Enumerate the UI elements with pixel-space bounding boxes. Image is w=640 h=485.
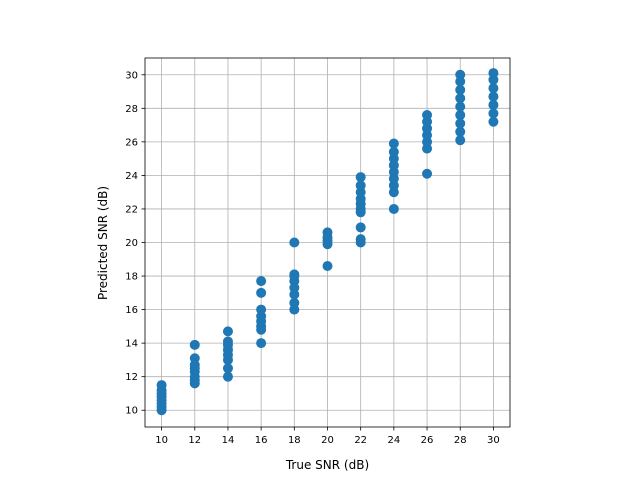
data-point — [455, 118, 466, 129]
data-point — [355, 222, 366, 233]
x-axis-ticks: 10 12 14 16 18 20 22 24 26 28 30 — [155, 427, 500, 446]
data-point — [422, 110, 433, 121]
x-tick-label: 26 — [421, 435, 434, 446]
data-point — [488, 108, 499, 119]
data-point — [189, 353, 200, 364]
data-point — [455, 110, 466, 121]
y-tick-label: 24 — [125, 171, 138, 182]
data-point — [455, 135, 466, 146]
y-tick-label: 18 — [125, 272, 138, 283]
y-tick-label: 30 — [125, 70, 138, 81]
data-point — [355, 180, 366, 191]
data-point — [455, 69, 466, 80]
data-point — [222, 336, 233, 347]
y-tick-label: 16 — [125, 305, 138, 316]
data-point — [156, 380, 167, 391]
x-tick-label: 12 — [188, 435, 201, 446]
x-tick-label: 18 — [288, 435, 301, 446]
data-point — [355, 234, 366, 245]
data-point — [289, 297, 300, 308]
y-axis-label: Predicted SNR (dB) — [96, 186, 110, 300]
y-tick-label: 20 — [125, 238, 138, 249]
data-point — [256, 287, 267, 298]
data-point — [322, 260, 333, 271]
data-point — [422, 168, 433, 179]
data-point — [355, 172, 366, 183]
x-tick-label: 16 — [255, 435, 268, 446]
x-tick-label: 20 — [321, 435, 334, 446]
data-point — [488, 91, 499, 102]
data-point — [455, 101, 466, 112]
data-point — [388, 146, 399, 157]
data-point — [388, 203, 399, 214]
data-point — [222, 371, 233, 382]
y-tick-label: 10 — [125, 406, 138, 417]
data-point — [388, 138, 399, 149]
y-axis-ticks: 10 12 14 16 18 20 22 24 26 28 30 — [125, 70, 145, 417]
data-point — [488, 68, 499, 79]
data-point — [289, 237, 300, 248]
data-point — [455, 84, 466, 95]
y-tick-label: 14 — [125, 339, 138, 350]
y-tick-label: 12 — [125, 372, 138, 383]
x-tick-label: 10 — [155, 435, 168, 446]
data-point — [222, 326, 233, 337]
y-tick-label: 22 — [125, 204, 138, 215]
x-tick-label: 28 — [454, 435, 467, 446]
data-point — [222, 363, 233, 374]
data-point — [289, 269, 300, 280]
data-point — [488, 116, 499, 127]
data-point — [322, 227, 333, 238]
x-tick-label: 22 — [354, 435, 367, 446]
data-point — [189, 339, 200, 350]
x-tick-label: 24 — [387, 435, 400, 446]
data-point — [488, 99, 499, 110]
data-point — [488, 83, 499, 94]
y-tick-label: 26 — [125, 137, 138, 148]
data-points — [156, 68, 499, 416]
x-tick-label: 14 — [222, 435, 235, 446]
data-point — [256, 304, 267, 315]
y-tick-label: 28 — [125, 104, 138, 115]
data-point — [455, 93, 466, 104]
data-point — [256, 338, 267, 349]
x-axis-label: True SNR (dB) — [285, 458, 369, 472]
data-point — [455, 126, 466, 137]
x-tick-label: 30 — [487, 435, 500, 446]
data-point — [256, 276, 267, 287]
